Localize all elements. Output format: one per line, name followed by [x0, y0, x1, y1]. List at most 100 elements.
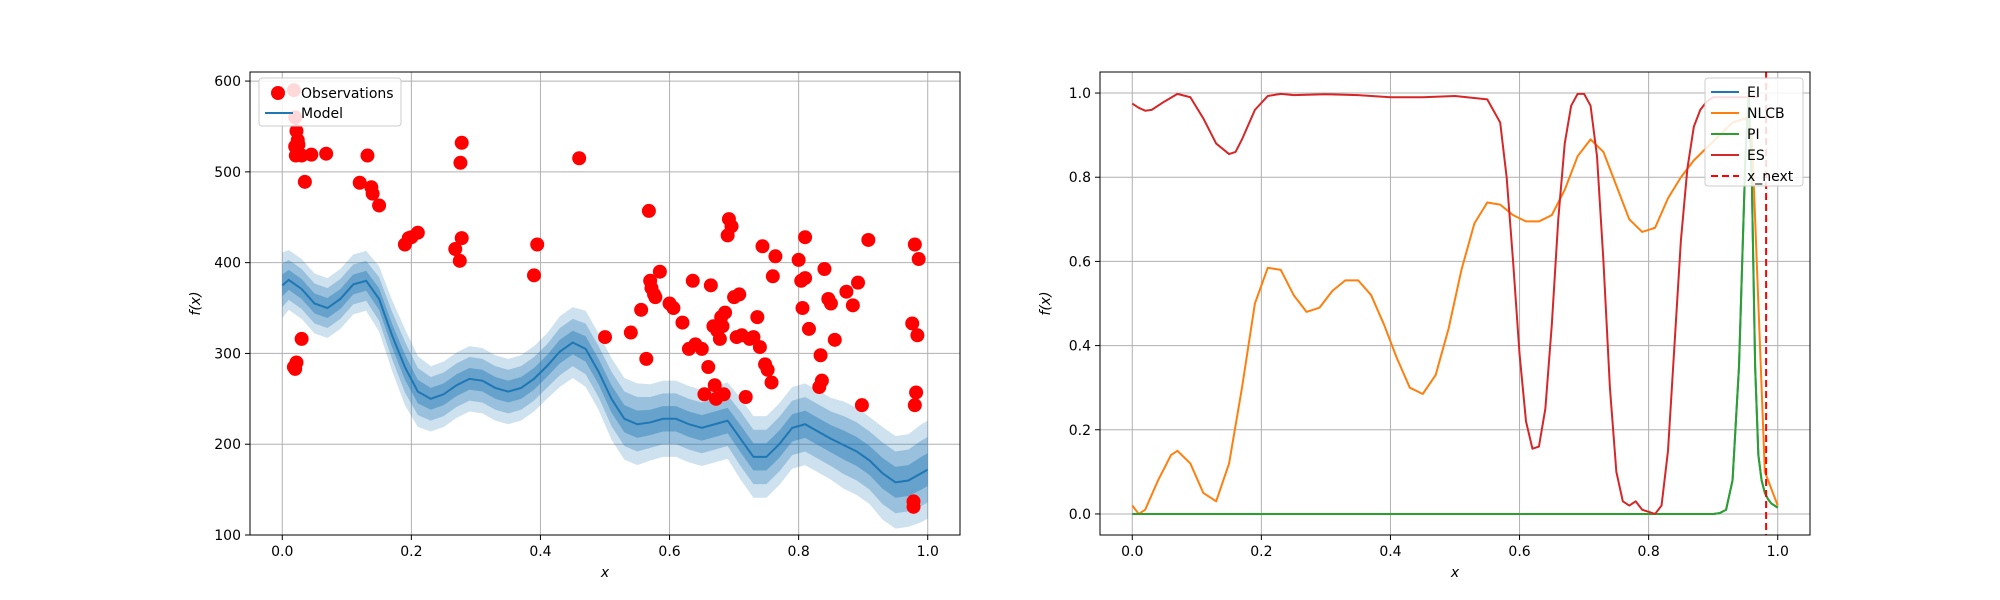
grid	[1100, 72, 1810, 535]
legend: Observations Model	[258, 77, 402, 127]
observation-point	[685, 273, 700, 288]
observation-point	[360, 148, 375, 163]
y-axis-label: f(x)	[188, 291, 204, 315]
observation-point	[738, 390, 753, 405]
observation-point	[666, 301, 681, 316]
observation-point	[907, 398, 922, 413]
observation-point	[861, 232, 876, 247]
observation-point	[851, 275, 866, 290]
observation-point	[911, 252, 926, 267]
observation-point	[372, 198, 387, 213]
y-tick-label: 1.0	[1069, 86, 1091, 102]
observation-point	[652, 264, 667, 279]
observation-point	[839, 284, 854, 299]
observation-point	[297, 174, 312, 189]
x-axis-label: x	[600, 565, 610, 581]
observation-point	[845, 298, 860, 313]
observation-point	[694, 341, 709, 356]
y-tick-label: 600	[214, 74, 241, 90]
observation-point	[410, 225, 425, 240]
observation-point	[718, 305, 733, 320]
observation-point	[365, 186, 380, 201]
observation-point	[452, 253, 467, 268]
x-axis-label: x	[1450, 565, 1460, 581]
legend-label: x_next	[1747, 169, 1794, 185]
observation-point	[732, 287, 747, 302]
observation-point	[854, 398, 869, 413]
observation-point	[289, 355, 304, 370]
legend-label: ES	[1747, 148, 1765, 164]
observation-point	[795, 301, 810, 316]
observation-point	[750, 310, 765, 325]
observation-point	[530, 237, 545, 252]
observation-point	[675, 315, 690, 330]
y-tick-label: 400	[214, 256, 241, 272]
legend-label: PI	[1747, 127, 1760, 143]
x-tick-label: 0.8	[1638, 544, 1660, 560]
x-tick-label: 1.0	[1767, 544, 1789, 560]
y-tick-label: 300	[214, 346, 241, 362]
observation-point	[909, 385, 924, 400]
observation-point	[454, 135, 469, 150]
observation-point	[791, 252, 806, 267]
observation-point	[764, 375, 779, 390]
grid	[250, 72, 960, 536]
y-axis-label: f(x)	[1038, 291, 1054, 315]
y-tick-label: 100	[214, 528, 241, 544]
legend: EI NLCB PI ES x_next	[1704, 77, 1804, 187]
observation-point	[814, 373, 829, 388]
observation-point	[716, 387, 731, 402]
observation-point	[291, 137, 306, 152]
observation-point	[765, 269, 780, 284]
observation-point	[294, 331, 309, 346]
y-tick-label: 0.6	[1069, 254, 1091, 270]
observation-point	[703, 278, 718, 293]
observation-point	[752, 340, 767, 355]
series-line-nlcb	[1131, 117, 1779, 515]
observation-point	[817, 262, 832, 277]
legend-marker-observations	[271, 86, 285, 100]
observation-point	[623, 325, 638, 340]
observation-point	[319, 146, 334, 161]
y-tick-label: 200	[214, 437, 241, 453]
observation-point	[598, 330, 612, 345]
x-tick-label: 0.0	[271, 544, 293, 560]
y-tick-label: 0.0	[1069, 507, 1091, 523]
legend-label: NLCB	[1747, 106, 1785, 122]
observation-point	[352, 175, 367, 190]
observation-point	[798, 271, 813, 286]
observation-point	[572, 151, 587, 166]
observation-point	[755, 239, 770, 254]
observation-point	[813, 348, 828, 363]
series-line-es	[1131, 92, 1759, 515]
observation-point	[715, 319, 730, 334]
plot-content	[281, 83, 929, 529]
observation-point	[906, 494, 921, 509]
y-tick-label: 0.2	[1069, 423, 1091, 439]
observation-point	[801, 321, 816, 336]
confidence-band-3sigma	[282, 249, 928, 529]
observation-point	[701, 360, 716, 375]
axes-frame	[1099, 71, 1811, 536]
model-mean-line	[281, 278, 929, 484]
legend-box	[1704, 77, 1804, 187]
observation-point	[527, 268, 541, 283]
observation-point	[634, 302, 649, 317]
observation-point	[798, 230, 813, 245]
observation-point	[760, 362, 775, 377]
x-tick-label: 0.6	[658, 544, 680, 560]
x-tick-label: 0.6	[1508, 544, 1530, 560]
observation-point	[910, 328, 925, 343]
x-tick-label: 0.0	[1121, 544, 1143, 560]
observation-point	[697, 387, 712, 402]
legend-box	[258, 77, 402, 127]
x-tick-label: 0.4	[529, 544, 551, 560]
observation-point	[724, 219, 739, 234]
x-tick-label: 0.8	[788, 544, 810, 560]
observation-point	[304, 147, 319, 162]
x-tick-label: 0.2	[1250, 544, 1272, 560]
axes-frame	[249, 71, 961, 536]
y-tick-label: 500	[214, 165, 241, 181]
observation-point	[746, 330, 761, 345]
